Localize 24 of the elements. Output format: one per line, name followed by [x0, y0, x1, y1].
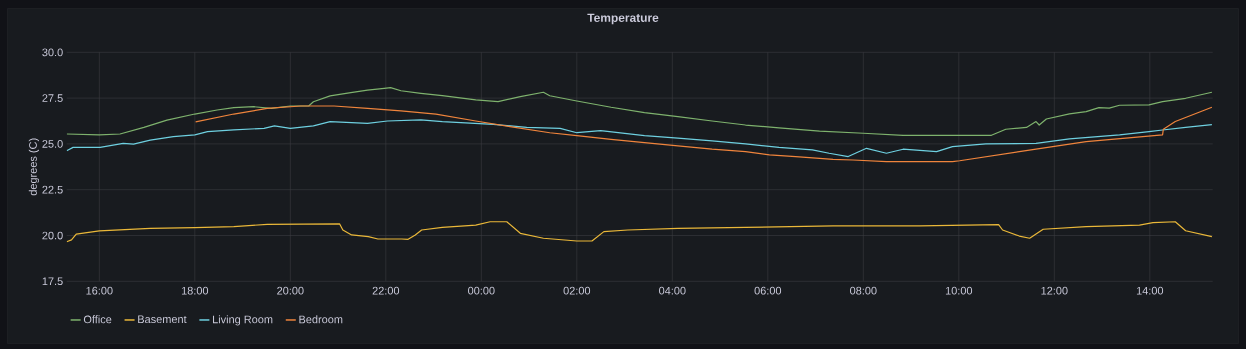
y-tick-label: 20.0 — [42, 231, 63, 240]
y-tick-label: 22.5 — [42, 185, 63, 194]
x-tick-label: 10:00 — [945, 286, 973, 295]
y-tick-label: 25.0 — [42, 140, 63, 148]
x-tick-label: 04:00 — [659, 286, 686, 295]
chart-title: Temperature — [587, 13, 659, 25]
y-axis-title: degrees (C) — [28, 138, 40, 196]
legend-label: Living Room — [213, 315, 273, 326]
x-tick-label: 02:00 — [563, 286, 591, 295]
y-tick-label: 17.5 — [42, 277, 63, 286]
x-tick-label: 16:00 — [86, 286, 113, 295]
legend-label: Basement — [138, 315, 187, 324]
x-tick-label: 12:00 — [1041, 286, 1068, 295]
x-tick-label: 18:00 — [181, 286, 209, 295]
x-tick-label: 22:00 — [372, 286, 400, 295]
legend-label: Bedroom — [299, 315, 343, 324]
x-tick-label: 14:00 — [1136, 286, 1164, 295]
y-tick-label: 27.5 — [42, 94, 63, 102]
x-tick-label: 08:00 — [850, 286, 877, 295]
y-tick-label: 30.0 — [42, 48, 63, 57]
x-tick-label: 20:00 — [277, 286, 304, 295]
legend-label: Office — [83, 315, 112, 324]
x-tick-label: 06:00 — [754, 286, 782, 295]
x-tick-label: 00:00 — [468, 286, 495, 295]
